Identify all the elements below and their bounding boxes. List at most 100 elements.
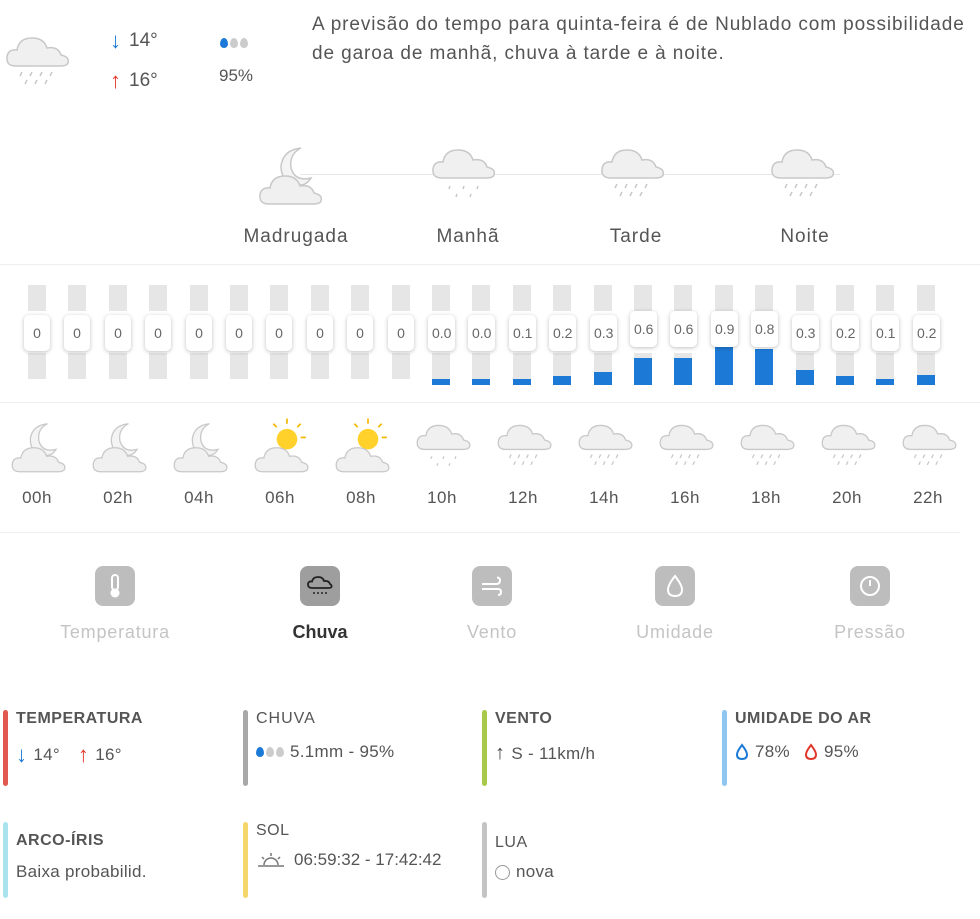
rain-bar-label: 0 bbox=[186, 315, 212, 351]
detail-temperature: TEMPERATURA ↓ 14° ↑ 16° bbox=[3, 710, 143, 786]
hour-label: 04h bbox=[184, 488, 214, 507]
period-label-manha: Manhã bbox=[436, 226, 500, 247]
rain-bar-label: 0.0 bbox=[428, 315, 456, 351]
period-icon-tarde bbox=[597, 140, 673, 215]
cloud-drizzle-icon bbox=[413, 416, 473, 481]
rain-bar-label: 0 bbox=[226, 315, 252, 351]
hour-label: 12h bbox=[508, 488, 538, 507]
cloud-sun-icon bbox=[251, 416, 311, 481]
cloud-rain-icon bbox=[601, 149, 665, 197]
rain-value: 5.1mm - 95% bbox=[290, 742, 395, 761]
rain-bar-fill bbox=[634, 358, 652, 385]
header-max-temp: ↑ 16° bbox=[110, 68, 158, 93]
min-temp: 14° bbox=[33, 745, 60, 764]
period-line bbox=[300, 174, 840, 175]
tab-vento[interactable]: Vento bbox=[417, 566, 567, 643]
rain-bar-fill bbox=[594, 372, 612, 385]
period-icon-noite bbox=[767, 140, 843, 215]
stripe bbox=[3, 710, 8, 786]
arrow-down-icon: ↓ bbox=[110, 28, 121, 53]
cloud-rain-icon bbox=[899, 416, 959, 481]
tab-pressao[interactable]: Pressão bbox=[795, 566, 945, 643]
rain-bar-label: 0 bbox=[266, 315, 292, 351]
detail-title: UMIDADE DO AR bbox=[735, 710, 872, 727]
tab-temperatura[interactable]: Temperatura bbox=[40, 566, 190, 643]
cloud-rain-icon bbox=[494, 416, 554, 481]
hour-label: 10h bbox=[427, 488, 457, 507]
cloud-moon-icon bbox=[170, 416, 230, 481]
tab-label: Umidade bbox=[636, 622, 714, 642]
rain-bar-fill bbox=[876, 379, 894, 385]
drop-red-icon bbox=[804, 743, 817, 761]
rain-bar-fill bbox=[715, 345, 733, 385]
tab-label: Vento bbox=[466, 622, 518, 642]
section-divider bbox=[0, 532, 960, 533]
rain-drops-icon bbox=[220, 38, 248, 48]
rain-bar-label: 0.0 bbox=[468, 315, 496, 351]
rain-bar-label: 0 bbox=[347, 315, 373, 351]
rain-bar-fill bbox=[674, 358, 692, 385]
stripe bbox=[482, 710, 487, 786]
hourly-icons bbox=[0, 416, 980, 486]
detail-title: SOL bbox=[256, 822, 290, 839]
arrow-up-icon: ↑ bbox=[77, 742, 90, 767]
hour-label: 20h bbox=[832, 488, 862, 507]
cloud-drizzle-icon bbox=[6, 37, 70, 85]
period-icon-manha bbox=[428, 140, 504, 215]
rain-bar-fill bbox=[472, 379, 490, 385]
detail-moon: LUA nova bbox=[482, 822, 554, 898]
rain-bar-fill bbox=[553, 376, 571, 385]
detail-title: ARCO-ÍRIS bbox=[16, 832, 105, 849]
sunrise-icon bbox=[258, 853, 284, 867]
period-label-noite: Noite bbox=[780, 226, 830, 247]
rain-bar-label: 0 bbox=[145, 315, 171, 351]
cloud-moon-icon bbox=[259, 147, 323, 205]
period-label-tarde: Tarde bbox=[609, 226, 663, 247]
detail-rain: CHUVA 5.1mm - 95% bbox=[243, 710, 394, 786]
moon-value: nova bbox=[516, 862, 555, 881]
rain-bar-label: 0.6 bbox=[630, 311, 658, 347]
rain-bar-fill bbox=[513, 379, 531, 385]
rain-bar-label: 0 bbox=[24, 315, 50, 351]
hour-label: 16h bbox=[670, 488, 700, 507]
detail-title: VENTO bbox=[495, 710, 553, 727]
cloud-sun-icon bbox=[332, 416, 392, 481]
moon-new-icon bbox=[495, 864, 510, 880]
stripe bbox=[243, 710, 248, 786]
cloud-rain-icon bbox=[300, 566, 340, 606]
tab-umidade[interactable]: Umidade bbox=[600, 566, 750, 643]
rain-bar-label: 0.1 bbox=[872, 315, 900, 351]
rain-bar-label: 0 bbox=[307, 315, 333, 351]
wind-icon bbox=[472, 566, 512, 606]
forecast-summary: A previsão do tempo para quinta-feira é … bbox=[312, 14, 965, 64]
hour-label: 22h bbox=[913, 488, 943, 507]
stripe bbox=[3, 822, 8, 898]
rain-bar-fill bbox=[836, 376, 854, 385]
period-label-madrugada: Madrugada bbox=[243, 226, 349, 247]
rain-bar-label: 0 bbox=[64, 315, 90, 351]
sun-value: 06:59:32 - 17:42:42 bbox=[294, 850, 442, 869]
rain-bar-fill bbox=[755, 349, 773, 385]
hour-label: 06h bbox=[265, 488, 295, 507]
cloud-drizzle-icon bbox=[432, 149, 496, 198]
rain-bar-label: 0.3 bbox=[792, 315, 820, 351]
stripe bbox=[722, 710, 727, 786]
cloud-rain-icon bbox=[656, 416, 716, 481]
stripe bbox=[243, 822, 248, 898]
drop-icon bbox=[655, 566, 695, 606]
rain-bar-chart: 0 0 0 0 0 0 0 0 0 0 0.0 0.0 0.1 0.2 0.3 0.6 0.6 0.9 0.8 0.3… bbox=[0, 285, 980, 385]
tab-chuva[interactable]: Chuva bbox=[245, 566, 395, 643]
rain-drops-icon bbox=[256, 747, 284, 757]
rain-bar-label: 0.2 bbox=[549, 315, 577, 351]
wind-value: S - 11km/h bbox=[511, 743, 596, 763]
detail-sun: SOL 06:59:32 - 17:42:42 bbox=[243, 822, 444, 898]
hour-label: 02h bbox=[103, 488, 133, 507]
tab-label: Temperatura bbox=[60, 622, 170, 642]
rainbow-value: Baixa probabilid. bbox=[16, 862, 147, 881]
humidity-max: 95% bbox=[823, 742, 859, 761]
drop-blue-icon bbox=[735, 743, 749, 761]
rain-bar-fill bbox=[796, 370, 814, 385]
thermometer-icon bbox=[95, 566, 135, 606]
rain-bar-label: 0 bbox=[105, 315, 131, 351]
rain-bar-label: 0 bbox=[388, 315, 414, 351]
